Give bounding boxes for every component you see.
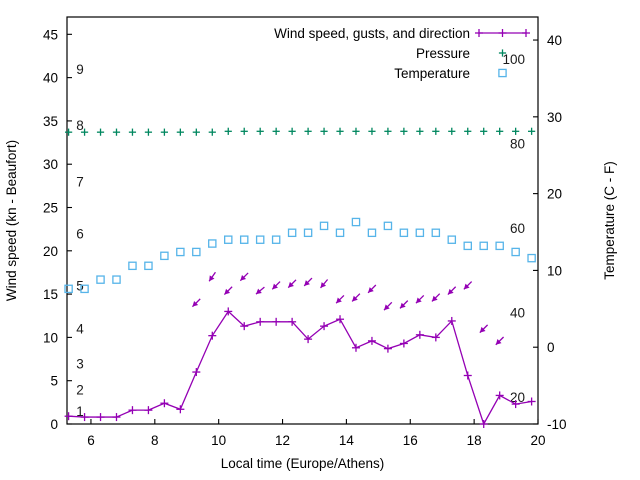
wind-direction-arrow-head <box>495 339 502 345</box>
wind-direction-arrow-head <box>304 280 310 286</box>
beaufort-scale-label: 1 <box>76 404 84 419</box>
beaufort-scale-label: 3 <box>76 356 84 371</box>
wind-direction-arrow-head <box>415 297 422 304</box>
y-axis-tick-label: 45 <box>43 27 58 42</box>
data-point-marker <box>271 235 281 244</box>
legend-label: Wind speed, gusts, and direction <box>274 26 470 41</box>
y-axis-tick-label: 30 <box>43 157 58 172</box>
fahrenheit-scale-label: 20 <box>510 390 525 405</box>
beaufort-scale-label: 8 <box>76 118 84 133</box>
data-point-marker <box>399 228 409 238</box>
x-axis-tick-label: 14 <box>339 433 355 448</box>
data-point-marker <box>144 261 153 271</box>
beaufort-scale-label: 7 <box>76 175 84 190</box>
y-axis-tick-label: 20 <box>43 244 58 259</box>
x-axis-tick-label: 18 <box>467 433 482 448</box>
fahrenheit-scale-label: 80 <box>510 137 525 152</box>
data-point-marker <box>415 228 425 238</box>
wind-direction-arrow-head <box>431 295 438 302</box>
data-point-marker <box>64 284 73 294</box>
data-point-marker <box>383 221 393 231</box>
wind-direction-arrow-head <box>384 304 390 311</box>
fahrenheit-scale-label: 60 <box>510 221 525 236</box>
data-point-marker <box>351 217 361 227</box>
y-axis-tick-label: 25 <box>43 201 58 216</box>
data-point-marker <box>96 275 105 284</box>
data-point-marker <box>224 235 233 244</box>
data-point-marker <box>463 241 472 251</box>
beaufort-scale-label: 5 <box>76 278 84 293</box>
beaufort-scale-label: 6 <box>76 226 84 241</box>
wind-direction-arrow-head <box>479 326 486 333</box>
data-point-marker <box>495 241 504 251</box>
beaufort-scale-label: 2 <box>76 382 84 397</box>
plot-border <box>66 16 539 425</box>
wind-speed-line <box>68 310 532 426</box>
wind-direction-arrow-head <box>336 297 342 304</box>
y-axis-tick-label: 0 <box>50 417 58 432</box>
y-axis-tick-label: 35 <box>43 114 58 129</box>
wind-direction-arrow-head <box>352 295 358 302</box>
x-axis-title: Local time (Europe/Athens) <box>221 456 385 471</box>
wind-direction-arrow-head <box>255 288 262 295</box>
fahrenheit-scale-label: 100 <box>502 52 525 67</box>
data-point-marker <box>239 235 249 244</box>
data-point-marker <box>176 247 185 257</box>
x-axis-tick-label: 10 <box>211 433 226 448</box>
beaufort-scale-label: 9 <box>76 62 84 77</box>
data-point-marker <box>319 221 329 231</box>
y2-axis-title: Temperature (C - F) <box>602 161 617 280</box>
data-point-marker <box>431 228 441 238</box>
y2-axis-tick-label: 0 <box>547 340 555 355</box>
legend-label: Temperature <box>394 66 470 81</box>
x-axis-tick-label: 16 <box>403 433 418 448</box>
y-axis-tick-label: 10 <box>43 330 58 345</box>
data-point-marker <box>208 239 217 248</box>
wind-direction-arrow-head <box>224 288 231 295</box>
x-axis-tick-label: 8 <box>151 433 159 448</box>
data-point-marker <box>511 247 520 257</box>
data-point-marker <box>128 261 137 271</box>
data-point-marker <box>367 228 377 238</box>
y2-axis-tick-label: -10 <box>547 417 567 432</box>
data-point-marker <box>80 284 89 294</box>
data-point-marker <box>303 228 313 238</box>
x-axis-tick-label: 12 <box>275 433 290 448</box>
x-axis-tick-label: 6 <box>87 433 95 448</box>
y2-axis-tick-label: 20 <box>547 187 562 202</box>
data-point-marker <box>112 275 121 284</box>
y-axis-title: Wind speed (kn - Beaufort) <box>4 140 19 301</box>
wind-direction-arrow-head <box>192 300 199 307</box>
data-point-marker <box>498 68 507 78</box>
data-point-marker <box>287 228 297 238</box>
x-axis-tick-label: 20 <box>530 433 545 448</box>
legend-label: Pressure <box>416 46 470 61</box>
wind-direction-arrow-head <box>288 281 294 288</box>
wind-direction-arrow-head <box>320 282 327 288</box>
data-point-marker <box>527 253 536 263</box>
wind-direction-arrow-head <box>399 302 406 309</box>
y-axis-tick-label: 40 <box>43 71 58 86</box>
wind-direction-arrow-head <box>209 275 215 282</box>
y-axis-tick-label: 15 <box>43 287 58 302</box>
data-point-marker <box>335 228 345 238</box>
y2-axis-tick-label: 40 <box>547 33 562 48</box>
wind-direction-arrow-head <box>272 283 278 290</box>
data-point-marker <box>255 235 265 244</box>
beaufort-scale-label: 4 <box>76 322 84 337</box>
y2-axis-tick-label: 30 <box>547 110 562 125</box>
data-point-marker <box>479 241 488 251</box>
data-point-marker <box>160 251 169 261</box>
fahrenheit-scale-label: 40 <box>510 306 525 321</box>
wind-direction-arrow-head <box>240 274 247 281</box>
data-point-marker <box>192 247 201 257</box>
data-point-marker <box>447 235 457 244</box>
wind-direction-arrow-head <box>368 287 374 293</box>
wind-direction-arrow-head <box>447 288 454 295</box>
y-axis-tick-label: 5 <box>50 374 58 389</box>
wind-direction-arrow-head <box>463 283 470 290</box>
y2-axis-tick-label: 10 <box>547 263 562 278</box>
